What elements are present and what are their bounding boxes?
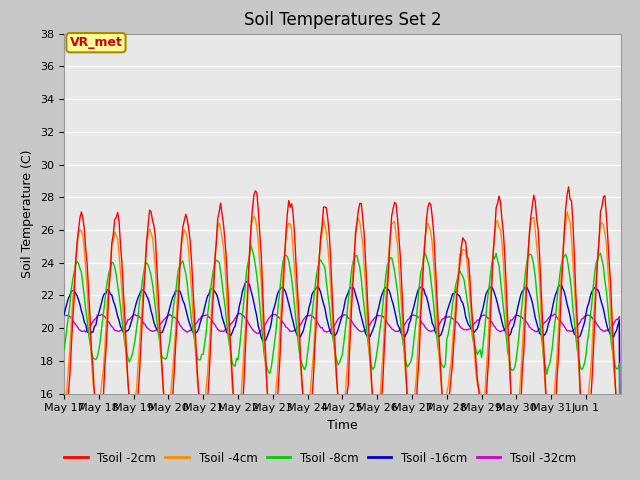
X-axis label: Time: Time (327, 419, 358, 432)
Text: VR_met: VR_met (70, 36, 122, 49)
Y-axis label: Soil Temperature (C): Soil Temperature (C) (22, 149, 35, 278)
Legend: Tsoil -2cm, Tsoil -4cm, Tsoil -8cm, Tsoil -16cm, Tsoil -32cm: Tsoil -2cm, Tsoil -4cm, Tsoil -8cm, Tsoi… (60, 447, 580, 469)
Title: Soil Temperatures Set 2: Soil Temperatures Set 2 (244, 11, 441, 29)
